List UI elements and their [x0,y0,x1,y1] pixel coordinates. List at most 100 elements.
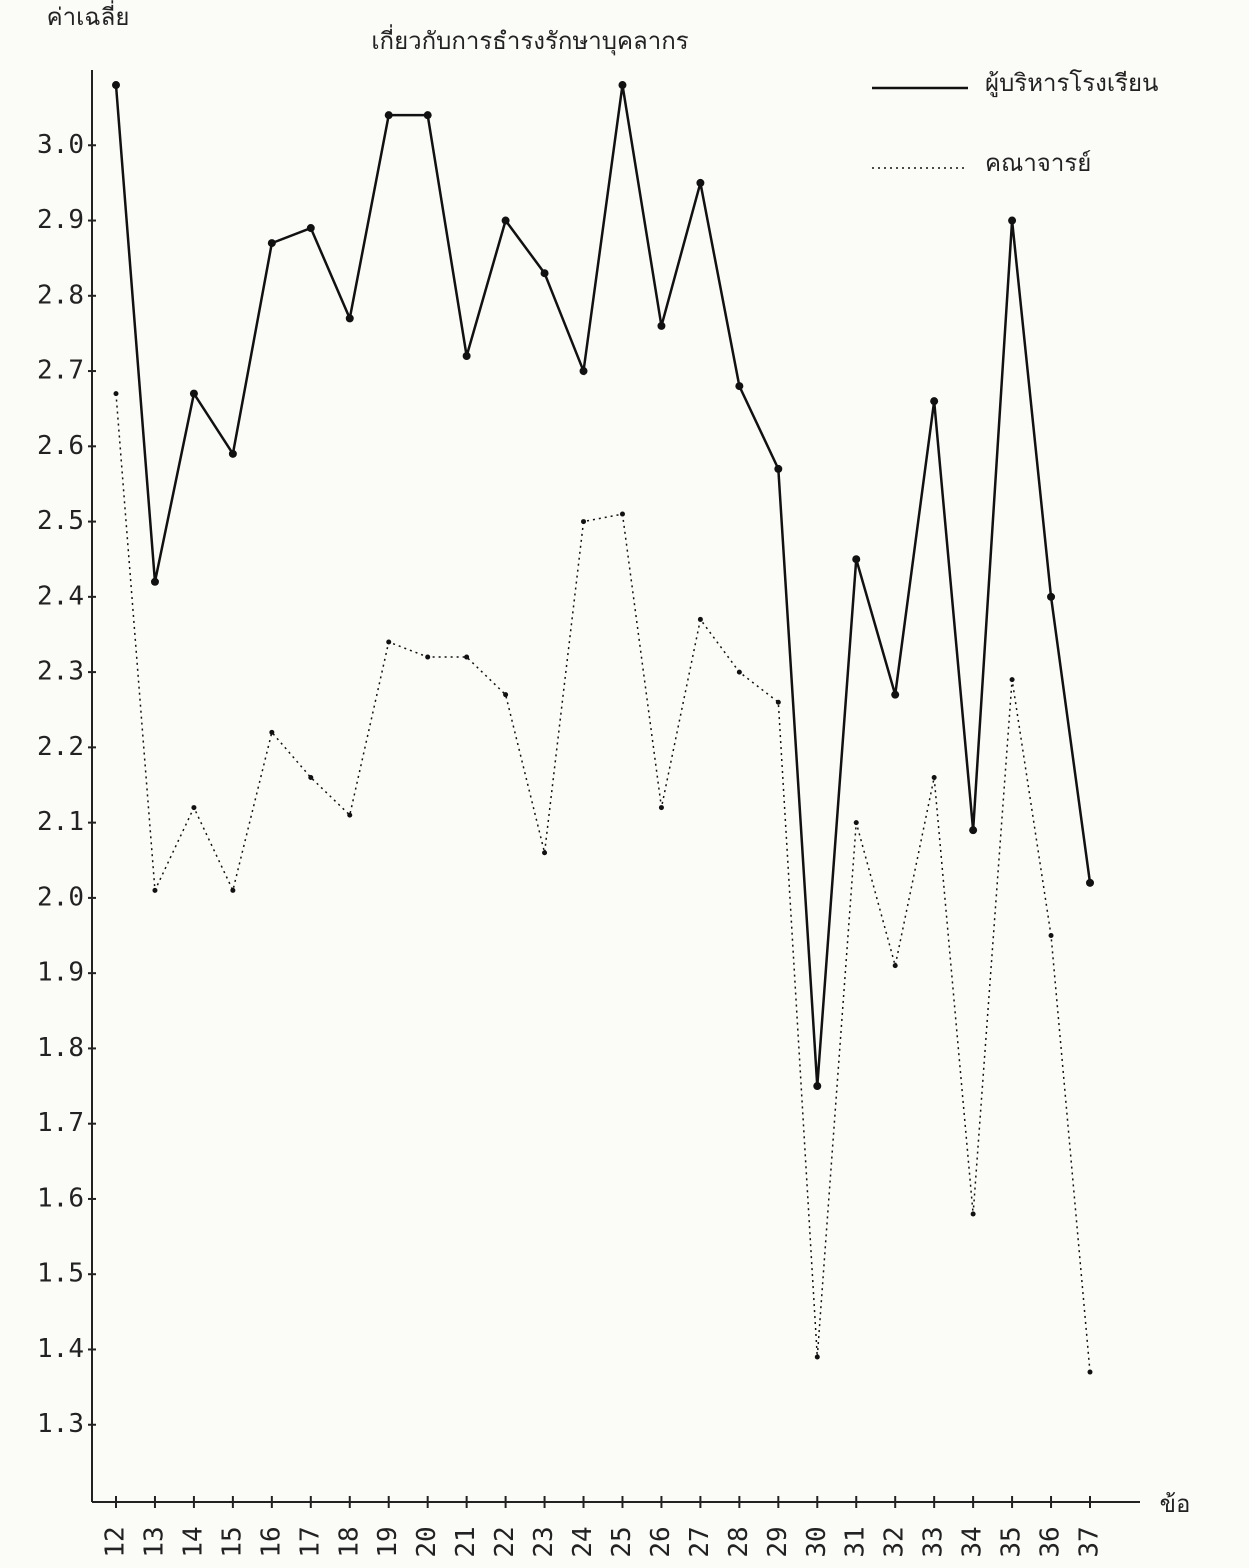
data-point [659,805,664,810]
data-point [268,239,276,247]
x-tick-label: 13 [139,1526,169,1557]
x-tick-label: 37 [1075,1526,1105,1557]
x-tick-label: 29 [763,1526,793,1557]
data-point [346,314,354,322]
data-point [307,224,315,232]
data-point [776,700,781,705]
y-tick-label: 2.9 [37,205,84,235]
x-tick-label: 14 [178,1526,208,1557]
chart-title: เกี่ยวกับการธำรงรักษาบุคลากร [371,24,688,56]
y-tick-label: 1.8 [37,1033,84,1063]
x-tick-label: 26 [646,1526,676,1557]
legend-label: คณาจารย์ [985,149,1091,177]
data-point [190,390,198,398]
data-point [542,850,547,855]
data-point [1010,677,1015,682]
data-point [112,81,120,89]
x-tick-label: 34 [958,1526,988,1557]
y-tick-label: 2.5 [37,506,84,536]
data-point [1086,879,1094,887]
chart: ค่าเฉลี่ย เกี่ยวกับการธำรงรักษาบุคลากร ข… [0,0,1249,1568]
data-point [930,397,938,405]
data-point [230,888,235,893]
x-tick-label: 19 [373,1526,403,1557]
x-tick-label: 36 [1036,1526,1066,1557]
y-tick-label: 1.6 [37,1183,84,1213]
data-point [114,391,119,396]
data-point [1049,933,1054,938]
data-point [191,805,196,810]
data-point [932,775,937,780]
data-point [541,269,549,277]
x-tick-label: 32 [880,1526,910,1557]
data-point [737,670,742,675]
data-point [151,578,159,586]
data-point [854,820,859,825]
x-tick-label: 20 [412,1526,442,1557]
x-tick-label: 15 [217,1526,247,1557]
y-axis-title: ค่าเฉลี่ย [47,0,130,31]
data-point [1088,1370,1093,1375]
data-point [386,640,391,645]
x-tick-label: 23 [529,1526,559,1557]
x-tick-label: 22 [490,1526,520,1557]
x-tick-label: 30 [802,1526,832,1557]
x-tick-label: 35 [997,1526,1027,1557]
x-tick-label: 12 [101,1526,131,1557]
series-line [116,85,1090,1086]
y-tick-label: 1.5 [37,1259,84,1289]
data-point [580,367,588,375]
data-point [425,655,430,660]
data-point [852,555,860,563]
data-point [698,617,703,622]
x-tick-label: 16 [256,1526,286,1557]
data-point [813,1082,821,1090]
y-tick-label: 3.0 [37,130,84,160]
data-point [229,450,237,458]
x-axis-title: ข้อ [1160,1490,1191,1518]
x-tick-label: 31 [841,1526,871,1557]
data-point [581,519,586,524]
data-point [657,322,665,330]
x-tick-label: 24 [568,1526,598,1557]
data-point [152,888,157,893]
x-tick-label: 18 [334,1526,364,1557]
data-point [971,1212,976,1217]
x-tick-label: 33 [919,1526,949,1557]
y-tick-label: 1.7 [37,1108,84,1138]
data-point [696,179,704,187]
data-point [464,655,469,660]
data-point [1008,217,1016,225]
x-tick-label: 21 [451,1526,481,1557]
x-tick-label: 27 [685,1526,715,1557]
y-tick-label: 1.9 [37,958,84,988]
legend-label: ผู้บริหารโรงเรียน [985,69,1158,98]
data-point [463,352,471,360]
data-point [503,692,508,697]
page: ค่าเฉลี่ย เกี่ยวกับการธำรงรักษาบุคลากร ข… [0,0,1249,1568]
data-point [618,81,626,89]
x-tick-label: 28 [724,1526,754,1557]
data-point [891,691,899,699]
data-point [308,775,313,780]
y-tick-label: 2.3 [37,657,84,687]
y-tick-label: 2.6 [37,431,84,461]
y-tick-label: 2.1 [37,807,84,837]
data-point [735,382,743,390]
y-tick-label: 2.0 [37,882,84,912]
data-point [815,1355,820,1360]
y-tick-label: 2.4 [37,581,84,611]
y-tick-label: 2.2 [37,732,84,762]
data-point [385,111,393,119]
data-point [1047,593,1055,601]
x-tick-label: 17 [295,1526,325,1557]
data-point [502,217,510,225]
y-tick-label: 2.7 [37,356,84,386]
data-point [893,963,898,968]
data-point [774,465,782,473]
data-point [969,826,977,834]
data-point [347,813,352,818]
series-line [116,394,1090,1372]
data-point [269,730,274,735]
x-tick-label: 25 [607,1526,637,1557]
